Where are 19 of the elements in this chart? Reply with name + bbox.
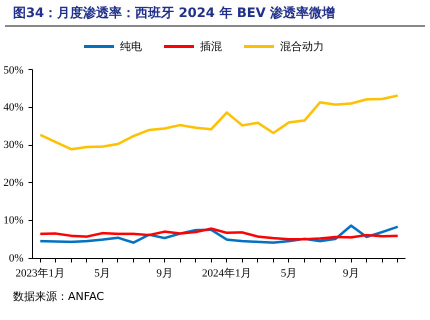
x-tick-label: 9月 (342, 268, 360, 280)
y-tick-label: 50% (3, 64, 24, 76)
y-tick-label: 30% (3, 139, 24, 152)
legend-label: 混合动力 (280, 40, 324, 53)
x-tick-label: 2024年1月 (202, 268, 252, 280)
x-tick-label: 5月 (94, 268, 111, 280)
x-tick-label: 9月 (156, 268, 173, 280)
line-series (39, 227, 399, 240)
line-series (39, 94, 399, 151)
y-tick-label: 20% (3, 176, 24, 189)
source-note: 数据来源：ANFAC (13, 289, 104, 305)
chart-title: 图34：月度渗透率：西班牙 2024 年 BEV 渗透率微增 (13, 5, 336, 23)
legend-label: 插混 (200, 40, 222, 53)
x-tick-label: 5月 (280, 268, 298, 280)
x-tick-label: 2023年1月 (16, 268, 66, 280)
y-tick-label: 10% (3, 214, 24, 227)
legend-label: 纯电 (120, 40, 142, 53)
y-tick-label: 0% (8, 252, 24, 264)
y-tick-label: 40% (3, 101, 24, 114)
